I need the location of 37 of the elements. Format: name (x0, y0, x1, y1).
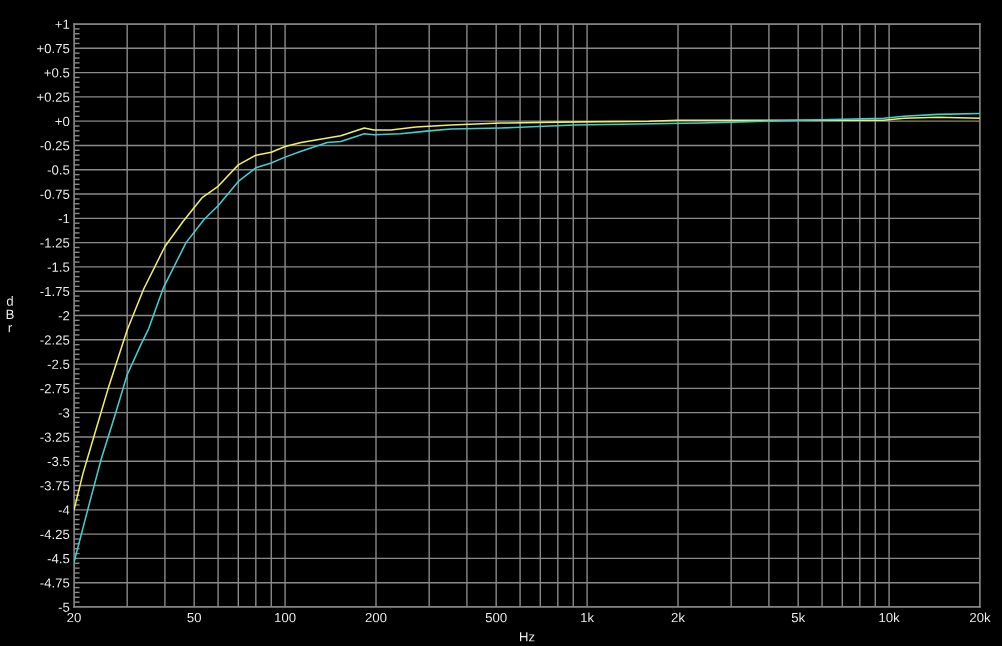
y-tick-label: -1.5 (47, 262, 70, 272)
y-tick-label: -1 (58, 214, 70, 224)
y-tick-label: -3 (58, 408, 70, 418)
x-tick-label: 1k (581, 612, 595, 623)
y-tick-label: +0 (55, 116, 70, 127)
y-tick-label: -4 (58, 505, 70, 515)
y-tick-label: -3.5 (47, 456, 70, 467)
y-tick-label: -3.25 (40, 432, 70, 442)
y-tick-label: -1.25 (40, 238, 70, 248)
y-tick-label: -1.75 (40, 286, 70, 297)
y-tick-label: +0.25 (37, 92, 70, 102)
y-tick-label: +0.5 (44, 68, 70, 78)
x-tick-label: 50 (187, 612, 201, 623)
x-tick-label: 100 (275, 612, 296, 623)
y-tick-label: -0.25 (40, 141, 70, 151)
y-tick-label: +1 (55, 19, 70, 29)
y-tick-label: -3.75 (40, 481, 70, 491)
x-tick-label: 200 (365, 612, 387, 623)
y-tick-label: -2.25 (40, 335, 70, 345)
y-tick-label: -2.75 (40, 383, 70, 394)
x-tick-label: 10k (879, 612, 900, 623)
x-tick-label: 5k (791, 612, 806, 623)
x-tick-label: 20k (970, 612, 991, 623)
y-tick-label: -5 (58, 602, 70, 612)
x-axis-title: Hz (520, 632, 535, 642)
y-tick-label: -2.5 (47, 359, 70, 369)
y-tick-label: +0.75 (37, 43, 70, 54)
y-tick-label: -4.5 (47, 554, 70, 564)
y-tick-label: -0.5 (47, 165, 70, 175)
y-tick-label: -4.75 (40, 578, 70, 588)
y-tick-label: -0.75 (40, 189, 70, 199)
x-tick-label: 2k (671, 612, 685, 623)
y-axis-title: dBr (6, 296, 14, 333)
x-tick-label: 500 (485, 612, 507, 623)
y-tick-label: -2 (58, 311, 70, 321)
x-tick-label: 20 (67, 612, 81, 623)
y-tick-label: -4.25 (40, 529, 70, 540)
